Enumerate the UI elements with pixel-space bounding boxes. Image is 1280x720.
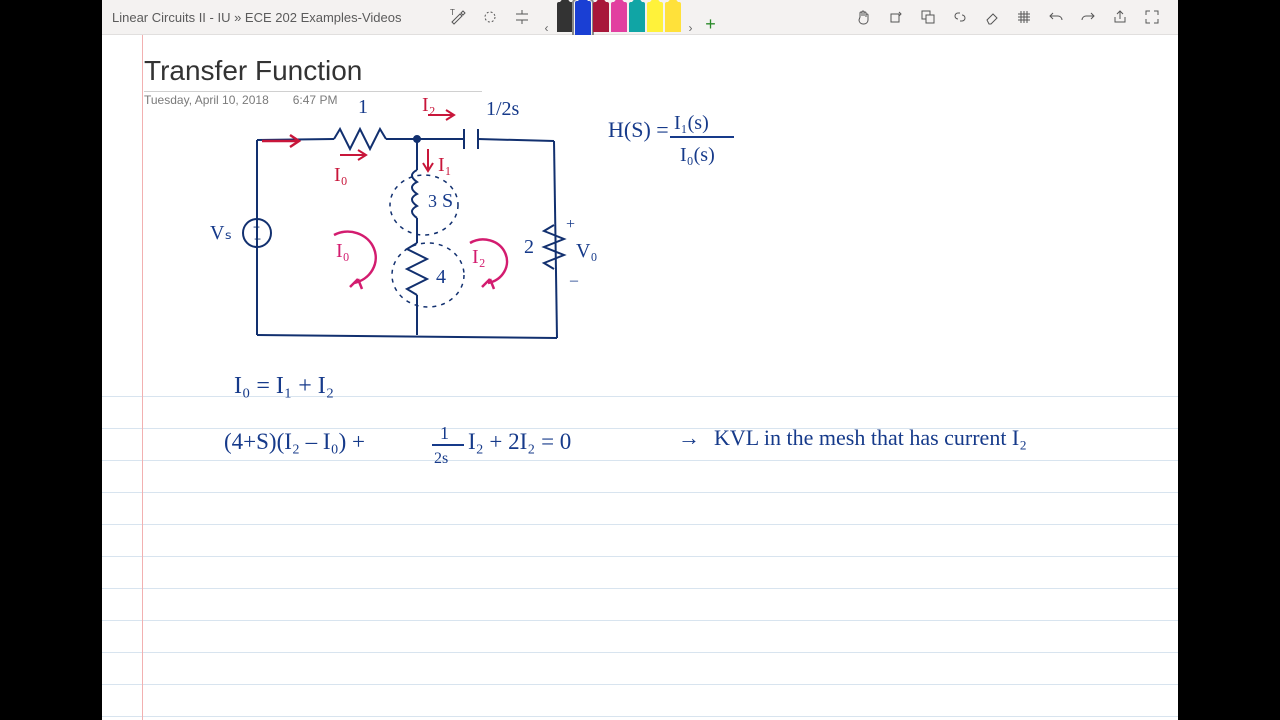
label-i2-arrow: I₂ bbox=[422, 94, 436, 116]
pen-pink[interactable] bbox=[611, 2, 627, 32]
eq2-part2: I₂ + 2I₂ = 0 bbox=[468, 429, 571, 454]
highlighter-yellow[interactable] bbox=[647, 2, 663, 32]
rotate-icon[interactable] bbox=[882, 3, 910, 31]
label-ind: S bbox=[442, 190, 453, 212]
insert-space-icon[interactable] bbox=[508, 3, 536, 31]
redo-icon[interactable] bbox=[1074, 3, 1102, 31]
label-r2: 2 bbox=[524, 236, 534, 258]
pen-next-icon[interactable]: › bbox=[682, 21, 700, 35]
eq2-arrow: → bbox=[678, 425, 700, 450]
svg-text:−: − bbox=[254, 232, 261, 246]
pen-teal[interactable] bbox=[629, 2, 645, 32]
fullscreen-icon[interactable] bbox=[1138, 3, 1166, 31]
hand-icon[interactable] bbox=[850, 3, 878, 31]
pen-blue[interactable] bbox=[575, 1, 591, 35]
eq2-note: KVL in the mesh that has current I₂ bbox=[714, 425, 1027, 450]
label-ind-3: 3 bbox=[428, 191, 437, 211]
pen-prev-icon[interactable]: ‹ bbox=[538, 21, 556, 35]
label-i1-arrow: I₁ bbox=[438, 154, 452, 176]
eq2-part1: (4+S)(I₂ – I₀) + bbox=[224, 429, 365, 454]
label-i0-arrow: I₀ bbox=[334, 164, 348, 186]
link-icon[interactable] bbox=[946, 3, 974, 31]
toolbar: Linear Circuits II - IU » ECE 202 Exampl… bbox=[102, 0, 1178, 35]
label-vo-plus: + bbox=[566, 216, 575, 233]
pen-black[interactable] bbox=[557, 2, 573, 32]
label-cap: 1/2s bbox=[486, 98, 520, 120]
send-back-icon[interactable] bbox=[914, 3, 942, 31]
grid-icon[interactable] bbox=[1010, 3, 1038, 31]
hs-num: I₁(s) bbox=[674, 112, 709, 134]
label-r4: 4 bbox=[436, 266, 446, 288]
hs-den: I₀(s) bbox=[680, 144, 715, 166]
breadcrumb[interactable]: Linear Circuits II - IU » ECE 202 Exampl… bbox=[112, 10, 442, 25]
highlighter-yellow-2[interactable] bbox=[665, 2, 681, 32]
share-icon[interactable] bbox=[1106, 3, 1134, 31]
add-pen-icon[interactable]: + bbox=[700, 14, 722, 35]
undo-icon[interactable] bbox=[1042, 3, 1070, 31]
lasso-icon[interactable] bbox=[476, 3, 504, 31]
note-page: Transfer Function Tuesday, April 10, 201… bbox=[102, 35, 1178, 720]
eraser-icon[interactable] bbox=[978, 3, 1006, 31]
eq2-frac-num: 1 bbox=[440, 423, 449, 443]
onenote-app: Linear Circuits II - IU » ECE 202 Exampl… bbox=[102, 0, 1178, 720]
ink-canvas: + − bbox=[102, 35, 1178, 720]
eq1: I₀ = I₁ + I₂ bbox=[234, 373, 334, 399]
label-mesh-left: I₀ bbox=[336, 240, 350, 262]
hs-label: H(S) = bbox=[608, 117, 669, 142]
pen-red[interactable] bbox=[593, 2, 609, 32]
label-mesh-right: I₂ bbox=[472, 246, 486, 268]
svg-text:T: T bbox=[450, 9, 455, 17]
text-cursor-icon[interactable]: T bbox=[444, 3, 472, 31]
label-vo-minus: – bbox=[569, 272, 579, 289]
pen-tray: ‹ › + bbox=[538, 0, 722, 35]
label-vs: Vₛ bbox=[210, 222, 232, 244]
eq2-frac-den: 2s bbox=[434, 450, 448, 467]
label-vo: V₀ bbox=[576, 240, 597, 262]
label-r1: 1 bbox=[358, 96, 368, 118]
